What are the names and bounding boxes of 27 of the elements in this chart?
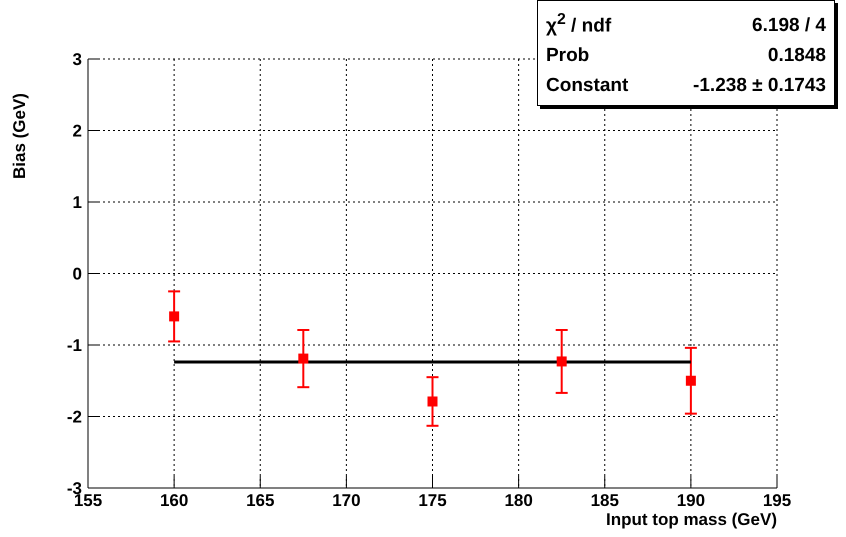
x-tick-label: 185 xyxy=(590,491,619,510)
point xyxy=(169,311,180,322)
text: 6.198 / 4 xyxy=(752,14,826,38)
y-tick-label: 2 xyxy=(72,122,82,141)
x-tick-label: 195 xyxy=(762,491,792,510)
y-tick-label: -2 xyxy=(66,408,82,427)
x-axis-title: Input top mass (GeV) xyxy=(606,510,777,530)
x-tick-label: 165 xyxy=(246,491,274,510)
point xyxy=(686,376,696,386)
x-tick-label: 190 xyxy=(676,491,706,510)
annotation: Prob xyxy=(546,44,590,68)
annotation: -1.238 ± 0.1743 xyxy=(693,74,826,98)
point xyxy=(298,354,308,364)
x-tick-label: 180 xyxy=(504,491,533,510)
y-tick-label: -1 xyxy=(66,336,82,356)
x-tick-label: 160 xyxy=(160,491,188,510)
point xyxy=(428,396,438,406)
point xyxy=(556,356,567,366)
y-tick-label: 3 xyxy=(72,50,82,70)
annotation: Constant xyxy=(546,74,628,98)
annotation: 0.1848 xyxy=(768,44,826,68)
y-tick-label: 0 xyxy=(72,264,82,284)
y-axis-title: Bias (GeV) xyxy=(10,93,30,179)
y-tick-label: 1 xyxy=(72,193,82,212)
x-tick-label: 170 xyxy=(332,491,361,510)
text: χ$^{2}$ / ndf xyxy=(546,10,612,38)
x-tick-label: 175 xyxy=(418,491,447,510)
